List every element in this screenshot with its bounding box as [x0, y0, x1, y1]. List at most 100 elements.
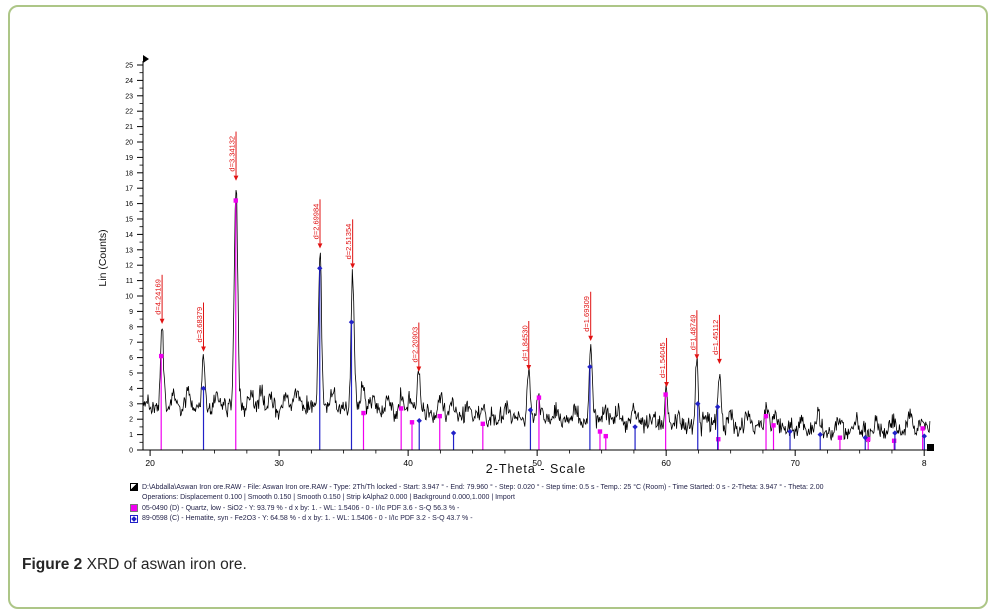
hematite-stick-marker — [695, 401, 701, 407]
hematite-text: 89-0598 (C) - Hematite, syn - Fe2O3 - Y:… — [142, 515, 473, 523]
x-axis-cap — [927, 444, 934, 451]
peak-arrow — [664, 381, 669, 388]
peak-d-label: d=3.34132 — [228, 136, 237, 172]
peak-arrow — [201, 346, 206, 352]
legend-row-scanfile: D:\Abdalla\Aswan Iron ore.RAW - File: As… — [130, 482, 992, 493]
y-tick-label: 17 — [125, 186, 133, 193]
xrd-intensity-trace — [142, 190, 931, 443]
y-tick-label: 21 — [125, 124, 133, 131]
y-tick-label: 8 — [129, 324, 133, 331]
hematite-stick-marker — [817, 431, 823, 438]
peak-arrow — [317, 243, 323, 249]
peak-d-label: d=2.69984 — [312, 204, 321, 240]
y-tick-label: 6 — [129, 355, 133, 362]
y-tick-label: 12 — [125, 263, 133, 270]
peak-arrow — [159, 318, 165, 324]
quartz-stick-marker — [597, 429, 603, 434]
hematite-stick-marker — [527, 407, 534, 413]
hematite-stick-marker — [317, 265, 323, 271]
figure-number: Figure 2 — [22, 556, 83, 573]
hematite-stick-marker — [450, 430, 457, 436]
peak-d-label: d=2.20903 — [410, 327, 419, 363]
x-tick-label: 60 — [661, 458, 671, 468]
quartz-stick-marker — [158, 353, 164, 359]
hematite-stick-marker — [714, 404, 721, 410]
quartz-stick-marker — [361, 410, 366, 416]
scan-file-icon — [130, 483, 138, 492]
x-tick-label: 20 — [145, 458, 155, 468]
peak-arrow — [694, 354, 700, 360]
y-tick-label: 15 — [125, 217, 133, 224]
caption-text: XRD of aswan iron ore. — [82, 556, 247, 573]
quartz-stick-marker — [603, 433, 608, 439]
quartz-stick-marker — [837, 435, 843, 440]
scan-file-text: D:\Abdalla\Aswan Iron ore.RAW - File: As… — [142, 483, 824, 491]
peak-arrow — [717, 358, 722, 365]
x-tick-label: 50 — [532, 458, 542, 468]
y-tick-label: 22 — [125, 109, 133, 116]
quartz-stick-marker — [663, 392, 668, 397]
y-tick-label: 18 — [125, 170, 133, 177]
quartz-stick-marker — [398, 406, 404, 411]
quartz-stick-marker — [771, 423, 776, 428]
peak-arrow — [416, 366, 422, 372]
hematite-stick-marker — [862, 434, 868, 441]
quartz-stick-marker — [763, 413, 769, 419]
x-tick-label: 40 — [403, 458, 413, 468]
diffraction-trace — [142, 190, 931, 443]
y-tick-label: 4 — [129, 386, 133, 393]
peak-d-label: d=3.68379 — [195, 307, 204, 343]
y-tick-label: 20 — [125, 140, 133, 147]
quartz-text: 05-0490 (D) - Quartz, low - SiO2 - Y: 93… — [142, 504, 460, 512]
y-axis-title: Lin (Counts) — [97, 229, 109, 286]
hematite-stick-marker — [416, 418, 422, 424]
y-tick-label: 16 — [125, 201, 133, 208]
legend-row-hematite: 89-0598 (C) - Hematite, syn - Fe2O3 - Y:… — [130, 514, 992, 525]
hematite-stick-marker — [348, 319, 355, 325]
quartz-stick-marker — [480, 421, 486, 427]
peak-d-label: d=4.24169 — [154, 279, 163, 315]
quartz-stick-marker — [437, 413, 442, 419]
hematite-stick-marker — [587, 364, 593, 370]
y-tick-label: 7 — [129, 340, 133, 347]
xrd-chart: 0123456789101112131415161718192021222324… — [97, 55, 934, 476]
x-tick-label: 70 — [790, 458, 800, 468]
peak-d-label: d=1.48749 — [688, 315, 697, 351]
peak-annotations: d=4.24169 d=3.68379 d=3.34132 d=2.69984 d=2.… — [154, 131, 722, 388]
diamond-glyph — [131, 515, 137, 522]
quartz-stick-marker — [233, 198, 238, 203]
y-tick-label: 1 — [129, 432, 133, 439]
peak-d-label: d=2.51354 — [344, 224, 353, 260]
hematite-stick-marker — [632, 424, 638, 430]
y-tick-label: 3 — [129, 401, 133, 408]
peak-d-label: d=1.69309 — [582, 296, 591, 332]
y-tick-label: 9 — [129, 309, 133, 316]
x-tick-label: 30 — [274, 458, 284, 468]
axes: 0123456789101112131415161718192021222324… — [125, 55, 934, 468]
y-tick-label: 24 — [125, 78, 133, 85]
operations-text: Operations: Displacement 0.100 | Smooth … — [142, 494, 515, 502]
reference-stick-patterns — [158, 198, 928, 450]
legend-row-operations: Operations: Displacement 0.100 | Smooth … — [130, 493, 992, 504]
hematite-stick-marker — [787, 428, 793, 435]
quartz-stick-marker — [409, 420, 415, 425]
peak-arrow — [350, 263, 356, 269]
y-tick-label: 2 — [129, 417, 133, 424]
peak-arrow — [233, 175, 239, 181]
quartz-stick-marker — [920, 426, 925, 431]
quartz-stick-marker — [716, 437, 721, 442]
peak-d-label: d=1.84530 — [520, 325, 529, 361]
quartz-stick-marker — [891, 438, 897, 443]
y-tick-label: 23 — [125, 93, 133, 100]
figure-caption: Figure 2 XRD of aswan iron ore. — [22, 556, 247, 574]
y-tick-label: 13 — [125, 247, 133, 254]
quartz-stick-marker — [866, 437, 871, 442]
legend-row-quartz: 05-0490 (D) - Quartz, low - SiO2 - Y: 93… — [130, 503, 992, 514]
peak-d-label: d=1.54045 — [658, 342, 667, 378]
chart-legend: D:\Abdalla\Aswan Iron ore.RAW - File: As… — [130, 482, 992, 524]
peak-arrow — [526, 365, 532, 371]
x-axis-title: 2-Theta - Scale — [486, 462, 586, 476]
y-tick-label: 11 — [126, 278, 133, 285]
y-tick-label: 14 — [125, 232, 133, 239]
quartz-legend-icon — [130, 504, 138, 513]
